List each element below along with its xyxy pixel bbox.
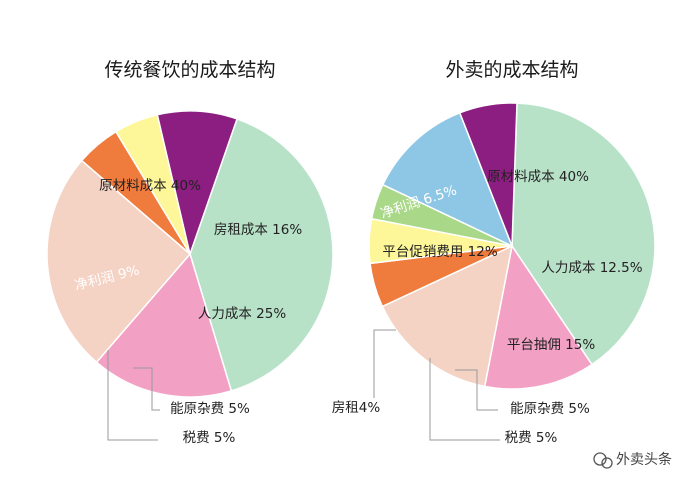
pie2-label-2: 平台抽佣 15% <box>507 337 595 353</box>
pie2-slice-2 <box>381 244 514 388</box>
pie2-label-0: 原材料成本 40% <box>487 169 589 185</box>
watermark-text: 外卖头条 <box>616 451 672 468</box>
pie2-leader-3 <box>455 369 498 411</box>
pie2-label-4: 税费 5% <box>505 430 558 446</box>
pie1-slice-2 <box>46 159 192 364</box>
pie1-slice-1 <box>95 252 233 398</box>
pie1-slice-0 <box>189 117 334 392</box>
pie2-label-5: 房租4% <box>332 400 381 416</box>
pie1-label-0: 原材料成本 40% <box>99 178 201 194</box>
pie2-slice-6 <box>381 111 514 248</box>
pie1-leader-3 <box>133 367 160 411</box>
pie2-leader-5 <box>373 329 396 398</box>
wechat-icon <box>593 452 613 469</box>
pie2-label-3: 能原杂费 5% <box>510 401 590 417</box>
pie1-label-1: 房租成本 16% <box>214 222 302 238</box>
pie2 <box>368 102 656 390</box>
pie1-label-3: 能原杂费 5% <box>170 401 250 417</box>
pie2-label-6: 平台促销费用 12% <box>382 244 497 260</box>
pie2-leader-4 <box>429 358 500 441</box>
pie2-title: 外卖的成本结构 <box>445 59 578 81</box>
pie1-slice-5 <box>156 110 238 257</box>
pie1 <box>46 110 334 398</box>
pie1-leader-4 <box>107 350 158 441</box>
pie2-slice-7 <box>458 102 518 247</box>
pie2-label-1: 人力成本 12.5% <box>541 260 642 276</box>
pie1-label-2: 人力成本 25% <box>198 306 286 322</box>
pie2-slice-0 <box>511 102 656 366</box>
pie1-title: 传统餐饮的成本结构 <box>104 59 275 81</box>
pie1-label-4: 税费 5% <box>183 430 236 446</box>
pie2-slice-1 <box>483 244 594 390</box>
watermark: 外卖头条 <box>593 451 672 469</box>
